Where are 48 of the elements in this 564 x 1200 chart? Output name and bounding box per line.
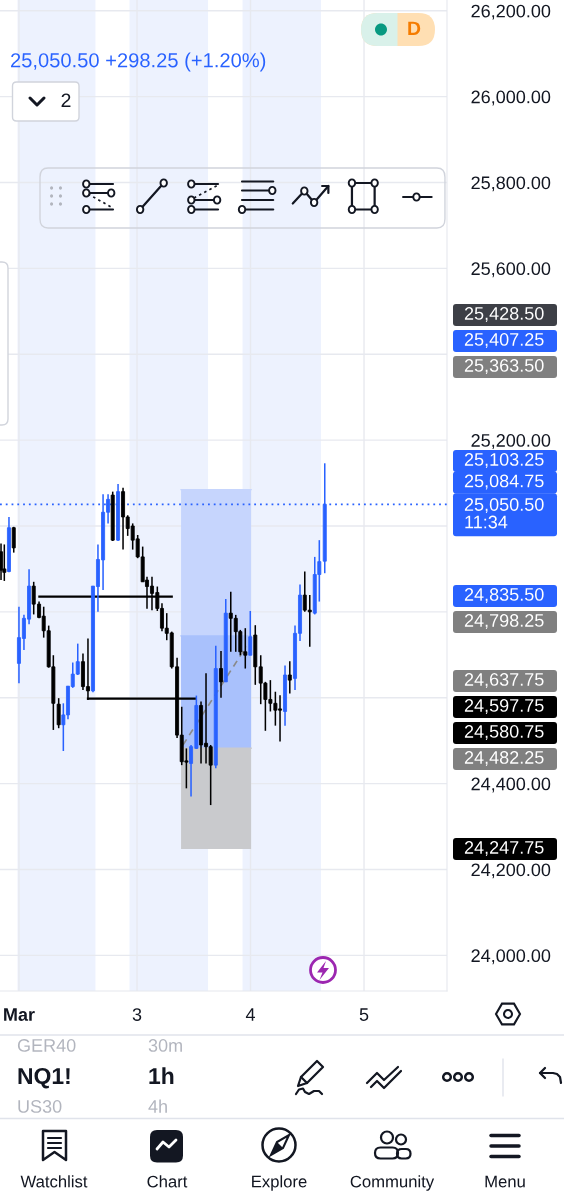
y-tick-label: 24,000.00: [471, 949, 551, 965]
candlestick: [307, 594, 312, 648]
text: 24,247.75: [464, 841, 544, 856]
ref-line-label: 25,050.50 11:34: [464, 498, 544, 529]
y-tick-label: 24,200.00: [471, 863, 551, 879]
y-tick-label: 26,200.00: [471, 4, 551, 20]
text: Watchlist: [20, 1175, 88, 1188]
text: 25,407.25: [464, 333, 544, 348]
text: GER40: [17, 1039, 76, 1052]
candlestick: [248, 610, 253, 656]
y-tick-label: 25,200.00: [471, 434, 551, 449]
annotation: D: [408, 21, 421, 36]
text: 24,580.75: [464, 725, 544, 740]
annotation: 2: [61, 93, 71, 108]
text: 24,798.25: [464, 614, 544, 629]
text: US30: [18, 1100, 62, 1113]
x-tick-label: Mar: [4, 1008, 35, 1021]
text: Chart: [147, 1175, 188, 1188]
text: 24,597.75: [464, 699, 544, 714]
text: 30m: [148, 1039, 182, 1052]
candlestick: [287, 660, 292, 695]
text: 25,428.50: [464, 307, 544, 322]
text: Community: [350, 1175, 435, 1191]
y-tick-label: 25,800.00: [471, 176, 551, 192]
text: 24,835.50: [464, 588, 544, 603]
candlestick: [0, 542, 3, 581]
x-tick-label: 4: [245, 1008, 256, 1021]
text: Menu: [485, 1175, 525, 1188]
candlestick: [56, 697, 61, 729]
y-tick-label: 26,000.00: [471, 90, 551, 106]
x-tick-label: 5: [359, 1008, 369, 1021]
y-tick-label: 24,400.00: [471, 777, 551, 793]
candlestick: [11, 526, 16, 554]
text: 24,482.25: [464, 751, 544, 766]
x-tick-label: 3: [132, 1008, 142, 1021]
text: 24,637.75: [464, 673, 544, 688]
candlestick: [219, 650, 223, 699]
candlestick: [2, 543, 7, 582]
text: Explore: [252, 1175, 307, 1191]
text: 1h: [149, 1067, 174, 1084]
text: 25,363.50: [464, 359, 544, 374]
text: 25,103.25: [464, 453, 544, 468]
text: 25,084.75: [464, 474, 544, 490]
candlestick: [233, 614, 238, 653]
text: 4h: [148, 1099, 167, 1113]
y-tick-label: 25,600.00: [471, 262, 551, 278]
text: 25,050.50 +298.25 (+1.20%): [11, 52, 266, 72]
text: NQ1!: [18, 1067, 70, 1089]
